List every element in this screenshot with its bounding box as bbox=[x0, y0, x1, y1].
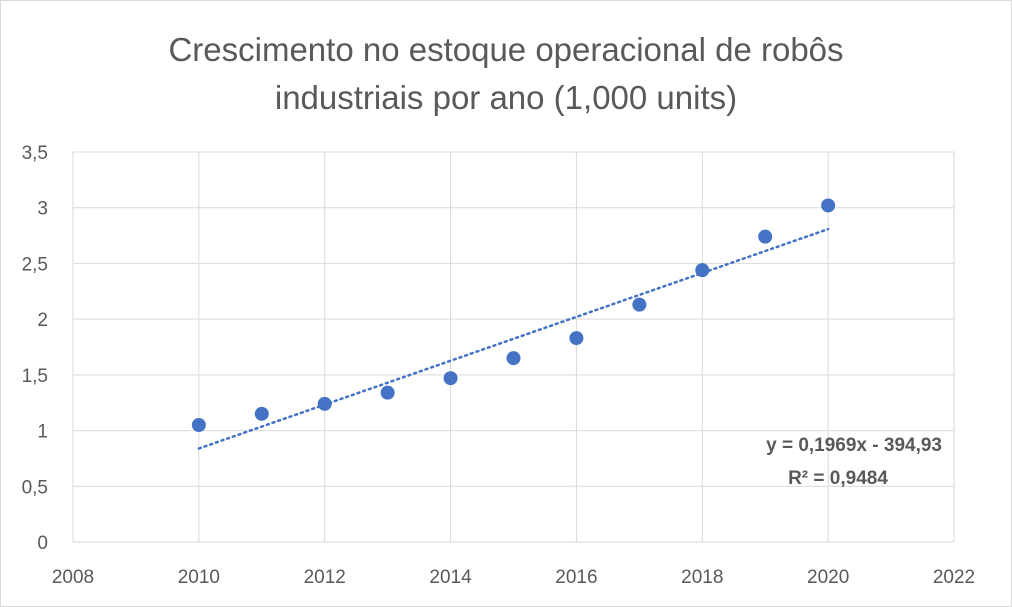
y-tick-label: 2 bbox=[37, 310, 48, 331]
y-axis-tick-labels: 0 0,5 1 1,5 2 2,5 3 3,5 bbox=[22, 143, 48, 554]
data-point bbox=[191, 418, 206, 432]
data-points bbox=[191, 198, 836, 432]
x-tick-label: 2022 bbox=[933, 567, 975, 588]
data-point bbox=[380, 385, 395, 400]
x-tick-label: 2010 bbox=[178, 567, 220, 588]
y-tick-label: 0 bbox=[37, 533, 48, 554]
y-tick-label: 3 bbox=[37, 199, 48, 220]
chart-title-line-1: Crescimento no estoque operacional de ro… bbox=[168, 31, 844, 68]
data-point bbox=[443, 371, 458, 386]
data-point bbox=[695, 263, 710, 278]
y-tick-label: 1 bbox=[37, 422, 48, 443]
y-tick-label: 1,5 bbox=[22, 366, 48, 387]
trendline-r-squared: R² = 0,9484 bbox=[788, 468, 888, 489]
x-tick-label: 2014 bbox=[429, 567, 472, 588]
data-point bbox=[758, 229, 773, 244]
data-point bbox=[569, 331, 584, 346]
x-tick-label: 2020 bbox=[807, 567, 849, 588]
y-tick-label: 0,5 bbox=[22, 477, 48, 498]
data-point bbox=[254, 406, 269, 421]
trendline bbox=[197, 227, 830, 450]
trendline-equation: y = 0,1969x - 394,93 bbox=[766, 435, 942, 456]
x-tick-label: 2008 bbox=[52, 567, 94, 588]
gridlines bbox=[72, 151, 955, 543]
y-tick-label: 3,5 bbox=[22, 143, 48, 164]
y-tick-label: 2,5 bbox=[22, 254, 48, 275]
x-tick-label: 2016 bbox=[555, 567, 597, 588]
data-point bbox=[632, 297, 647, 312]
chart-title: Crescimento no estoque operacional de ro… bbox=[0, 26, 1012, 122]
x-tick-label: 2012 bbox=[304, 567, 346, 588]
x-tick-label: 2018 bbox=[681, 567, 723, 588]
x-axis-tick-labels: 2008 2010 2012 2014 2016 2018 2020 2022 bbox=[52, 567, 975, 588]
data-point bbox=[506, 351, 521, 366]
chart-title-line-2: industriais por ano (1,000 units) bbox=[274, 79, 738, 116]
data-point bbox=[821, 198, 836, 213]
data-point bbox=[317, 396, 332, 411]
